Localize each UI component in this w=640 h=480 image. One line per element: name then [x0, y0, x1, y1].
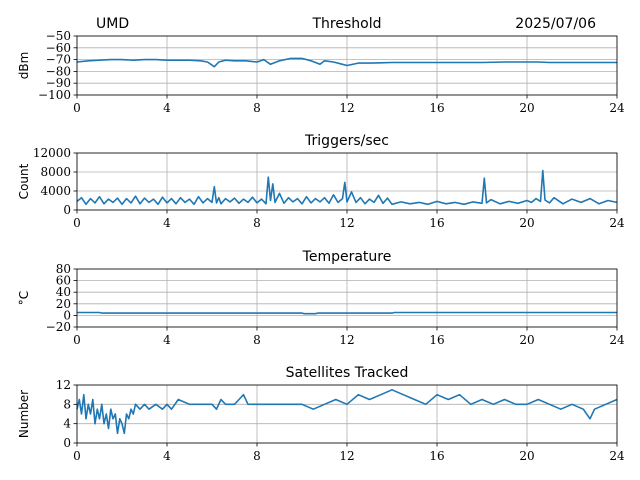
y-tick-label: −100: [38, 88, 71, 102]
y-tick-label: 0: [63, 203, 71, 217]
series-line-triggers-sec: [76, 169, 618, 206]
y-tick-label: 4000: [40, 184, 71, 198]
x-tick-label: 0: [73, 101, 81, 115]
y-axis-label: °C: [17, 291, 31, 305]
x-tick-label: 20: [519, 333, 534, 347]
y-tick-label: 0: [63, 436, 71, 450]
x-tick-label: 0: [73, 449, 81, 463]
series-line-threshold: [76, 57, 617, 68]
y-tick-label: −20: [46, 320, 71, 334]
y-tick-label: −90: [46, 76, 71, 90]
series-line-satellites-tracked: [76, 389, 618, 435]
x-tick-label: 0: [73, 333, 81, 347]
plot-frame: [76, 152, 618, 211]
x-tick-label: 8: [253, 449, 261, 463]
y-tick-label: 20: [56, 297, 71, 311]
station-label: UMD: [96, 16, 129, 32]
y-tick-label: 8: [63, 397, 71, 411]
y-tick-label: −80: [46, 64, 71, 78]
y-axis-label: dBm: [17, 52, 31, 80]
x-tick-label: 12: [339, 216, 354, 230]
y-axis-label: Count: [17, 163, 31, 199]
series-line-temperature: [77, 311, 617, 315]
y-tick-label: 4: [63, 417, 71, 431]
panel-triggers-sec: 0 4 8 12 16 20 24 0 4000 8000 12000 Triggers/sec Cou…: [17, 133, 625, 230]
x-tick-label: 8: [253, 101, 261, 115]
x-tick-label: 16: [429, 333, 444, 347]
panel-satellites-tracked: 0 4 8 12 16 20 24 0 4 8 12 Satellites Tracked Number: [17, 365, 625, 463]
y-tick-label: 8000: [40, 165, 71, 179]
panel-title: Temperature: [302, 249, 392, 265]
x-tick-label: 0: [73, 216, 81, 230]
plot-frame: [76, 384, 618, 444]
x-tick-label: 24: [609, 449, 625, 463]
x-tick-label: 12: [339, 449, 354, 463]
y-tick-label: 0: [63, 308, 71, 322]
panel-threshold: 0 4 8 12 16 20 24 −100−90−80−70−60−50 Threshold d…: [17, 16, 625, 115]
panel-title: Triggers/sec: [304, 133, 389, 149]
panel-title: Threshold: [312, 16, 382, 32]
x-tick-label: 24: [609, 333, 625, 347]
date-label: 2025/07/06: [515, 16, 596, 32]
y-axis-label: Number: [17, 390, 31, 438]
x-tick-label: 12: [339, 333, 354, 347]
x-tick-label: 4: [163, 333, 171, 347]
x-tick-label: 24: [609, 101, 625, 115]
x-tick-label: 16: [429, 449, 444, 463]
x-tick-label: 20: [519, 449, 534, 463]
x-tick-label: 16: [429, 216, 444, 230]
x-tick-label: 24: [609, 216, 625, 230]
panel-title: Satellites Tracked: [286, 365, 409, 381]
x-tick-label: 4: [163, 216, 171, 230]
y-tick-label: −50: [46, 29, 71, 43]
x-tick-label: 4: [163, 101, 171, 115]
y-tick-label: 40: [56, 285, 71, 299]
x-tick-label: 16: [429, 101, 444, 115]
x-tick-label: 20: [519, 216, 534, 230]
plot-frame: [76, 268, 618, 328]
x-tick-label: 20: [519, 101, 534, 115]
y-tick-label: −60: [46, 41, 71, 55]
plot-frame: [76, 35, 618, 96]
x-tick-label: 8: [253, 333, 261, 347]
y-tick-label: 80: [56, 262, 71, 276]
x-tick-label: 4: [163, 449, 171, 463]
x-tick-label: 8: [253, 216, 261, 230]
y-tick-label: −70: [46, 53, 71, 67]
x-tick-label: 12: [339, 101, 354, 115]
y-tick-label: 12000: [33, 146, 71, 160]
y-tick-label: 12: [56, 378, 71, 392]
y-tick-label: 60: [56, 274, 71, 288]
